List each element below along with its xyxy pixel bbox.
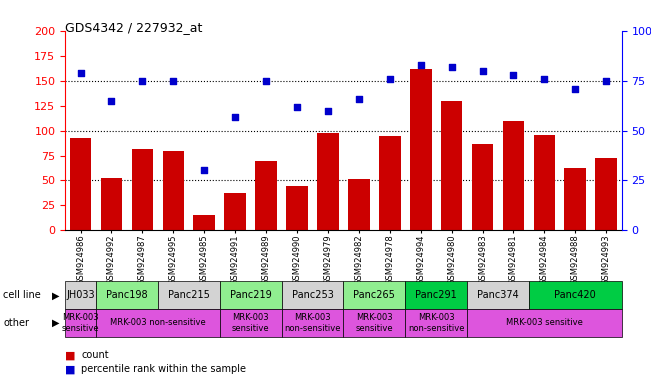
Point [199,167,210,174]
Point [570,86,581,92]
Text: Panc253: Panc253 [292,290,333,300]
Text: ▶: ▶ [51,290,59,300]
Point [447,64,457,70]
Point [415,61,426,68]
Bar [101,179,122,230]
Bar [163,151,184,230]
Point [106,98,117,104]
Bar [503,121,524,230]
Text: MRK-003
sensitive: MRK-003 sensitive [355,313,393,333]
Bar [410,69,432,230]
Text: Panc291: Panc291 [415,290,457,300]
Text: Panc198: Panc198 [106,290,148,300]
Text: ■: ■ [65,364,79,374]
Bar [193,215,215,230]
Bar [348,179,370,230]
Text: Panc215: Panc215 [168,290,210,300]
Point [601,78,611,84]
Text: Panc420: Panc420 [555,290,596,300]
Point [230,114,240,120]
Text: MRK-003
sensitive: MRK-003 sensitive [232,313,270,333]
Text: cell line: cell line [3,290,41,300]
Point [137,78,148,84]
Bar [564,167,586,230]
Text: JH033: JH033 [66,290,95,300]
Bar [596,157,617,230]
Text: Panc219: Panc219 [230,290,271,300]
Bar [317,132,339,230]
Text: ■: ■ [65,350,79,360]
Bar [286,187,308,230]
Text: Panc374: Panc374 [477,290,519,300]
Text: other: other [3,318,29,328]
Bar [225,194,246,230]
Text: MRK-003
non-sensitive: MRK-003 non-sensitive [408,313,464,333]
Text: GDS4342 / 227932_at: GDS4342 / 227932_at [65,21,202,34]
Point [168,78,178,84]
Point [477,68,488,74]
Text: MRK-003 non-sensitive: MRK-003 non-sensitive [110,318,206,328]
Bar [379,136,400,230]
Point [323,108,333,114]
Point [508,71,519,78]
Text: count: count [81,350,109,360]
Bar [70,137,91,230]
Bar [472,144,493,230]
Text: percentile rank within the sample: percentile rank within the sample [81,364,246,374]
Point [353,96,364,102]
Point [292,104,302,110]
Point [539,76,549,82]
Bar [132,149,153,230]
Text: ▶: ▶ [51,318,59,328]
Bar [255,161,277,230]
Bar [534,134,555,230]
Point [261,78,271,84]
Text: MRK-003
sensitive: MRK-003 sensitive [62,313,100,333]
Point [385,76,395,82]
Text: MRK-003
non-sensitive: MRK-003 non-sensitive [284,313,340,333]
Bar [441,101,462,230]
Text: MRK-003 sensitive: MRK-003 sensitive [506,318,583,328]
Text: Panc265: Panc265 [353,290,395,300]
Point [76,70,86,76]
